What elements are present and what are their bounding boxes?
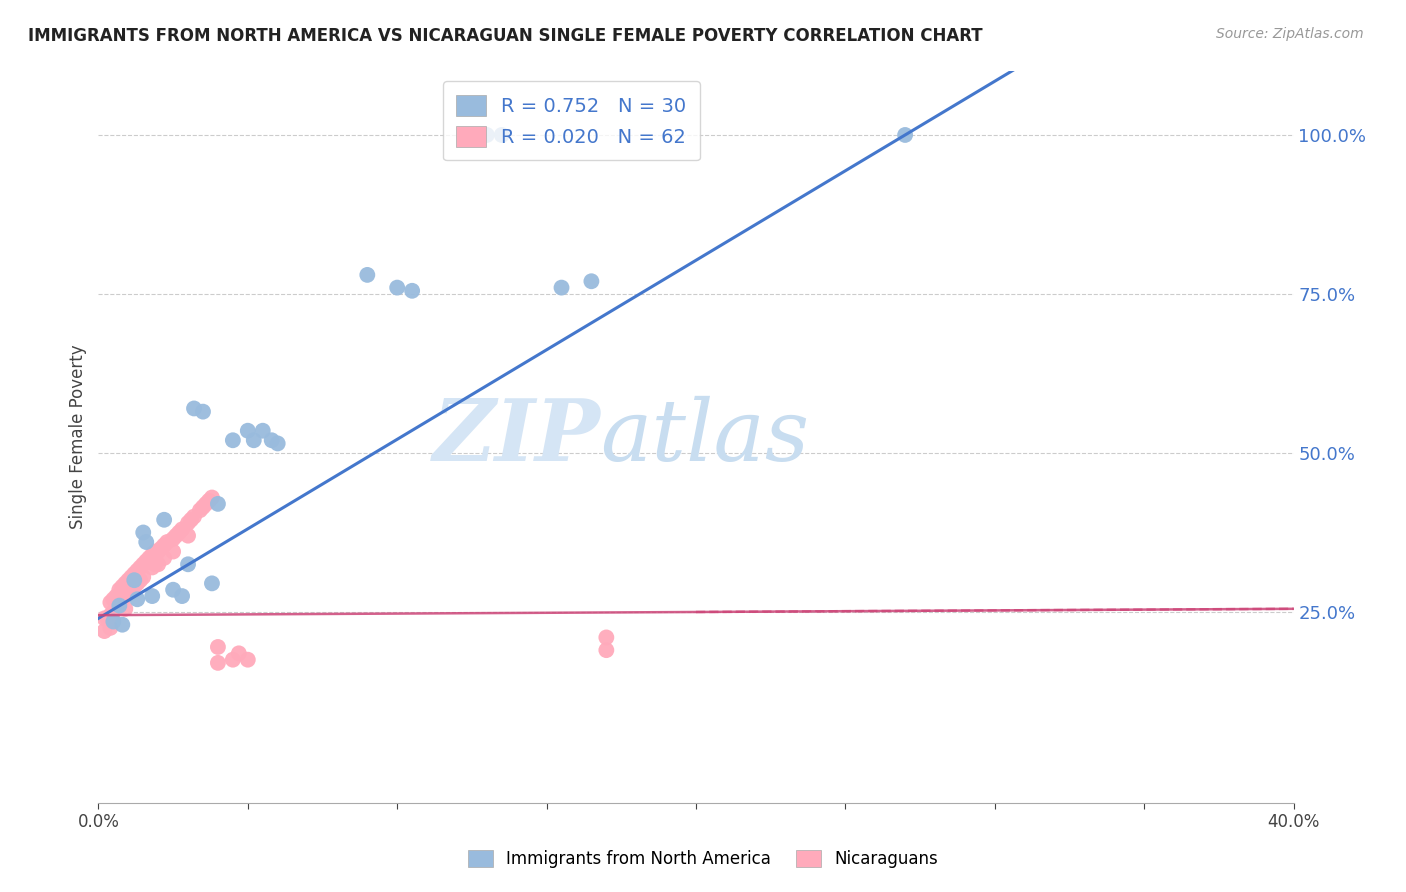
Point bbox=[98, 595, 122, 609]
Point bbox=[114, 589, 136, 603]
Point bbox=[207, 656, 229, 670]
Point bbox=[124, 573, 146, 587]
Point bbox=[595, 643, 617, 657]
Point bbox=[243, 434, 266, 448]
Point bbox=[143, 558, 166, 572]
Point bbox=[108, 599, 131, 613]
Point bbox=[127, 592, 149, 607]
Point bbox=[132, 558, 155, 572]
Point bbox=[153, 538, 176, 552]
Point bbox=[207, 497, 229, 511]
Point bbox=[93, 624, 115, 638]
Point bbox=[138, 550, 160, 565]
Point bbox=[236, 424, 259, 438]
Point bbox=[141, 548, 163, 562]
Point bbox=[98, 608, 122, 623]
Point bbox=[108, 582, 131, 597]
Point bbox=[120, 582, 142, 597]
Point bbox=[191, 404, 214, 418]
Point bbox=[129, 560, 152, 574]
Point bbox=[117, 573, 139, 587]
Text: atlas: atlas bbox=[600, 396, 810, 478]
Legend: R = 0.752   N = 30, R = 0.020   N = 62: R = 0.752 N = 30, R = 0.020 N = 62 bbox=[443, 81, 700, 161]
Point bbox=[103, 605, 125, 619]
Point bbox=[183, 401, 205, 416]
Point bbox=[127, 576, 149, 591]
Point bbox=[894, 128, 917, 142]
Point bbox=[165, 529, 187, 543]
Point bbox=[172, 589, 194, 603]
Point bbox=[201, 491, 224, 505]
Point bbox=[127, 564, 149, 578]
Point bbox=[491, 128, 513, 142]
Point bbox=[132, 525, 155, 540]
Point bbox=[120, 570, 142, 584]
Text: Source: ZipAtlas.com: Source: ZipAtlas.com bbox=[1216, 27, 1364, 41]
Point bbox=[267, 436, 290, 450]
Point bbox=[222, 653, 245, 667]
Point bbox=[150, 541, 173, 556]
Point bbox=[581, 274, 603, 288]
Point bbox=[153, 513, 176, 527]
Point bbox=[111, 580, 134, 594]
Point bbox=[124, 580, 146, 594]
Point bbox=[124, 566, 146, 581]
Point bbox=[177, 516, 200, 530]
Point bbox=[108, 595, 131, 609]
Point bbox=[114, 602, 136, 616]
Point bbox=[595, 631, 617, 645]
Point bbox=[177, 558, 200, 572]
Point bbox=[148, 544, 170, 558]
Point bbox=[162, 532, 184, 546]
Text: IMMIGRANTS FROM NORTH AMERICA VS NICARAGUAN SINGLE FEMALE POVERTY CORRELATION CH: IMMIGRANTS FROM NORTH AMERICA VS NICARAG… bbox=[28, 27, 983, 45]
Point bbox=[117, 586, 139, 600]
Point bbox=[167, 525, 190, 540]
Point bbox=[180, 513, 202, 527]
Point bbox=[401, 284, 423, 298]
Point bbox=[207, 640, 229, 654]
Point bbox=[129, 573, 152, 587]
Point bbox=[236, 653, 259, 667]
Point bbox=[162, 544, 184, 558]
Point bbox=[111, 617, 134, 632]
Point bbox=[550, 280, 572, 294]
Text: ZIP: ZIP bbox=[433, 395, 600, 479]
Point bbox=[201, 576, 224, 591]
Point bbox=[228, 646, 250, 660]
Point bbox=[105, 589, 128, 603]
Point bbox=[148, 558, 170, 572]
Point bbox=[356, 268, 378, 282]
Point bbox=[162, 582, 184, 597]
Point bbox=[114, 576, 136, 591]
Point bbox=[143, 544, 166, 558]
Point bbox=[198, 493, 221, 508]
Point bbox=[260, 434, 283, 448]
Point bbox=[141, 589, 163, 603]
Point bbox=[172, 522, 194, 536]
Point bbox=[103, 615, 125, 629]
Point bbox=[153, 550, 176, 565]
Point bbox=[183, 509, 205, 524]
Point bbox=[105, 602, 128, 616]
Legend: Immigrants from North America, Nicaraguans: Immigrants from North America, Nicaragua… bbox=[461, 843, 945, 875]
Point bbox=[222, 434, 245, 448]
Point bbox=[385, 280, 409, 294]
Point bbox=[475, 128, 498, 142]
Point bbox=[135, 535, 157, 549]
Point bbox=[103, 592, 125, 607]
Point bbox=[96, 611, 118, 625]
Point bbox=[188, 503, 211, 517]
Point bbox=[98, 621, 122, 635]
Point bbox=[195, 497, 218, 511]
Point bbox=[93, 611, 115, 625]
Point bbox=[252, 424, 274, 438]
Point bbox=[132, 570, 155, 584]
Point bbox=[191, 500, 214, 514]
Point bbox=[177, 529, 200, 543]
Y-axis label: Single Female Poverty: Single Female Poverty bbox=[69, 345, 87, 529]
Point bbox=[111, 592, 134, 607]
Point bbox=[156, 535, 179, 549]
Point bbox=[135, 554, 157, 568]
Point bbox=[141, 560, 163, 574]
